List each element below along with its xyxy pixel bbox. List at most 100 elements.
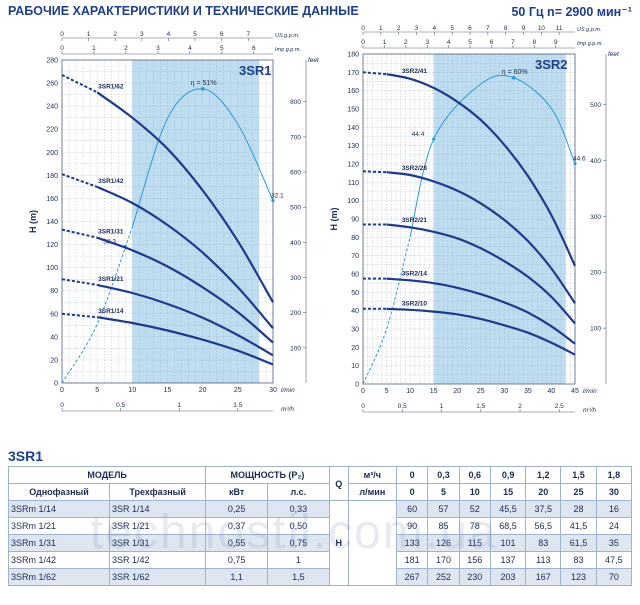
h-unit-cell <box>347 500 397 586</box>
m3h-3: 0,9 <box>489 466 527 484</box>
row-kw: 0,75 <box>205 551 268 569</box>
pump-curve-label: 3SR2/41 <box>402 68 428 75</box>
imp-gpm-tick-label: 1 <box>383 39 387 46</box>
pump-curve-label: 3SR1/21 <box>98 276 124 283</box>
x-tick-label: 30 <box>269 387 277 394</box>
row-h: 60 <box>395 500 429 518</box>
efficiency-annotation: 44.6 <box>573 156 586 163</box>
y-axis-label: H (m) <box>329 208 339 231</box>
efficiency-marker <box>432 137 436 141</box>
y-tick-label: 180 <box>46 173 58 180</box>
x-tick-label: 20 <box>453 388 461 395</box>
row-h: 115 <box>458 534 491 552</box>
y-tick-label: 100 <box>46 265 58 272</box>
pump-curve <box>386 223 576 325</box>
x-tick-label: 35 <box>524 388 532 395</box>
us-gpm-tick-label: 10 <box>538 25 546 32</box>
row-h: 41,5 <box>560 517 597 535</box>
row-h: 37,5 <box>525 500 562 518</box>
row-h: 47,5 <box>595 551 633 569</box>
us-gpm-tick-label: 5 <box>193 31 197 38</box>
y-tick-label: 140 <box>347 125 359 132</box>
us-gpm-tick-label: 5 <box>450 25 454 32</box>
table-row: 3SRm 1/42 3SR 1/42 0,75 1 181 170 156 13… <box>8 551 633 569</box>
row-h: 83 <box>525 534 562 552</box>
three-phase-header: Трехфазный <box>108 483 207 501</box>
m3h-0: 0 <box>395 466 429 484</box>
pump-curve-label: 3SR1/62 <box>98 83 124 90</box>
us-gpm-tick-label: 7 <box>486 25 490 32</box>
y-tick-label: 20 <box>50 357 58 364</box>
row-hp: 0,33 <box>266 500 330 518</box>
pump-curve-dashed <box>362 170 387 174</box>
chart-series-label: 3SR2 <box>535 57 568 72</box>
x-tick-label: 0 <box>361 388 365 395</box>
us-gpm-tick-label: 2 <box>397 25 401 32</box>
us-gpm-tick-label: 8 <box>504 25 508 32</box>
pump-curve-dashed <box>61 312 98 319</box>
row-h: 57 <box>427 500 460 518</box>
table-row: 3SRm 1/62 3SR 1/62 1,1 1,5 267 252 230 2… <box>8 568 633 586</box>
efficiency-curve-dashed <box>362 236 411 385</box>
y-tick-label: 80 <box>351 235 359 242</box>
lmin-0: 0 <box>395 483 429 501</box>
y-tick-label: 50 <box>351 290 359 297</box>
imp-gpm-tick-label: 4 <box>447 39 451 46</box>
row-h: 90 <box>395 517 429 535</box>
y-tick-label: 180 <box>347 52 359 59</box>
y-tick-label: 10 <box>351 363 359 370</box>
efficiency-label: η = 60% <box>502 69 528 76</box>
pump-curve <box>386 277 576 345</box>
row-h: 267 <box>395 568 429 586</box>
efficiency-marker <box>573 161 577 166</box>
imp-gpm-tick-label: 3 <box>156 45 160 52</box>
m3h-tick-label: 0 <box>60 402 64 409</box>
imp-gpm-tick-label: 0 <box>361 39 365 46</box>
m3h-4: 1,2 <box>525 466 562 484</box>
x-tick-label: 5 <box>385 388 389 395</box>
pump-curve <box>96 236 274 344</box>
m3h-tick-label: 1 <box>177 402 181 409</box>
row-h: 133 <box>395 534 429 552</box>
y-tick-label: 60 <box>50 311 58 318</box>
efficiency-peak-point <box>511 76 516 80</box>
us-gpm-tick-label: 0 <box>361 25 365 32</box>
x-tick-label: 10 <box>128 387 136 394</box>
us-gpm-tick-label: 7 <box>247 31 251 38</box>
row-h: 85 <box>427 517 460 535</box>
us-gpm-tick-label: 1 <box>379 25 383 32</box>
m3h-tick-label: 0.5 <box>116 402 125 409</box>
pump-curve-dashed <box>61 278 98 286</box>
x-tick-label: 15 <box>164 387 172 394</box>
row-hp: 1,5 <box>266 568 330 586</box>
y-tick-label: 20 <box>351 345 359 352</box>
page-title: РАБОЧИЕ ХАРАКТЕРИСТИКИ И ТЕХНИЧЕСКИЕ ДАН… <box>8 4 359 18</box>
us-gpm-tick-label: 3 <box>415 25 419 32</box>
single-phase-header: Однофазный <box>8 483 110 501</box>
plot-frame <box>61 59 274 384</box>
row-h: 167 <box>525 568 562 586</box>
row-h: 252 <box>427 568 460 586</box>
pump-curve <box>386 73 576 267</box>
pump-curve <box>96 283 274 357</box>
row-hp: 0,50 <box>266 517 330 535</box>
y-tick-label: 130 <box>347 143 359 150</box>
y-tick-label: 110 <box>348 180 359 187</box>
efficiency-label: η = 51% <box>191 80 217 87</box>
x-tick-label: 25 <box>234 387 242 394</box>
m3h-tick-label: 1.5 <box>476 403 485 410</box>
x-tick-label: 0 <box>60 387 64 394</box>
imp-gpm-tick-label: 5 <box>220 45 224 52</box>
row-three: 3SR 1/62 <box>108 568 207 586</box>
row-h: 24 <box>595 517 633 535</box>
row-h: 68,5 <box>489 517 527 535</box>
y-tick-label: 90 <box>351 217 359 224</box>
pump-curve-label: 3SR2/14 <box>402 271 428 278</box>
pump-curve-label: 3SR1/42 <box>98 178 124 185</box>
row-hp: 0,75 <box>266 534 330 552</box>
chart-3sr2: 0102030405060708090100110120130140150160… <box>329 25 620 414</box>
row-h: 230 <box>458 568 491 586</box>
row-three: 3SR 1/31 <box>108 534 207 552</box>
m3h-6: 1,8 <box>595 466 633 484</box>
row-h: 170 <box>427 551 460 569</box>
